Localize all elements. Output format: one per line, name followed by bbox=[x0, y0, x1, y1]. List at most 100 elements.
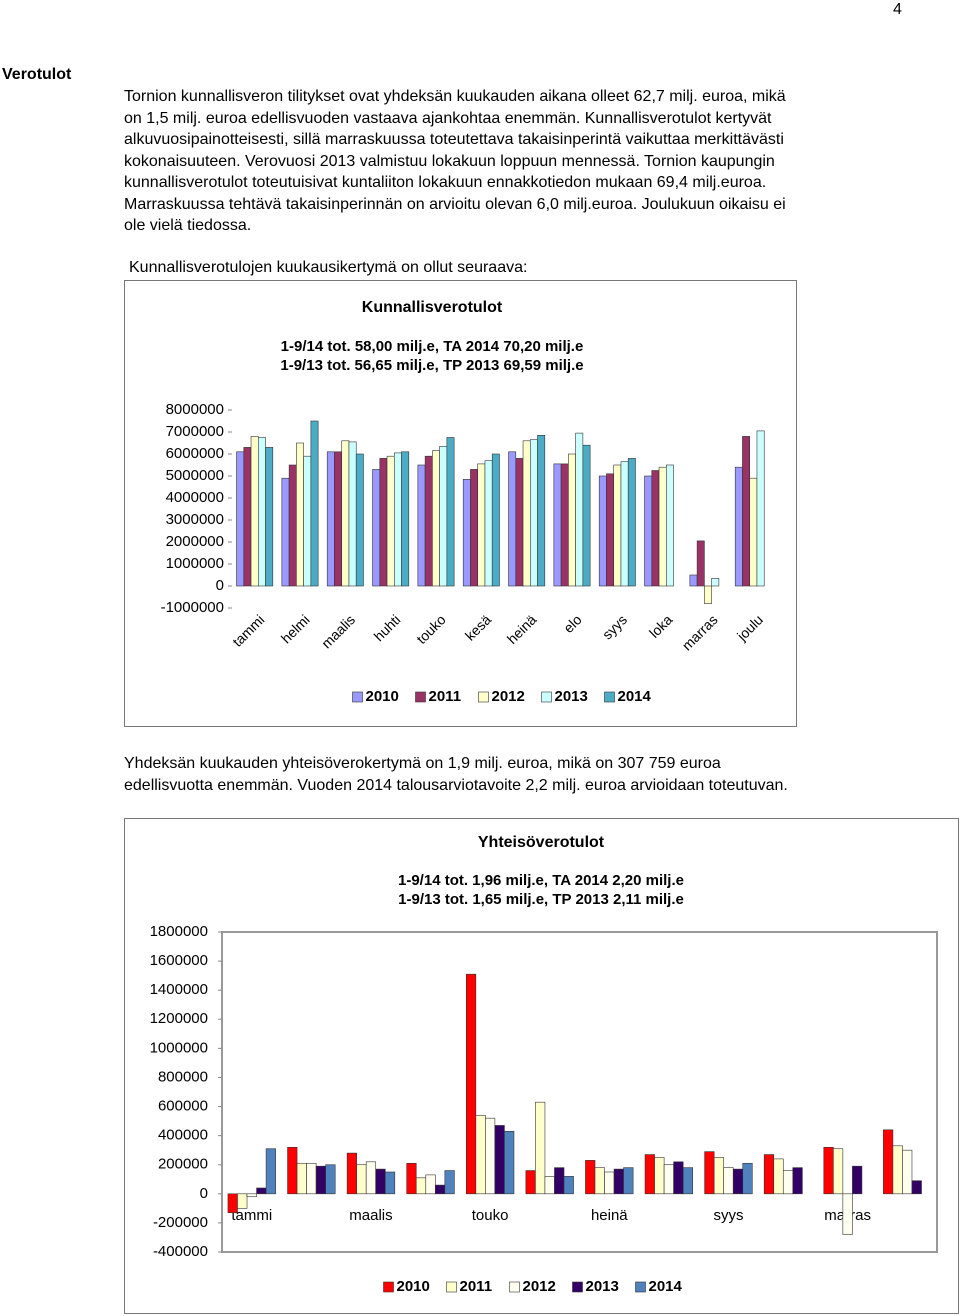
y-tick-label: 400000 bbox=[158, 1127, 208, 1144]
bar bbox=[256, 1187, 267, 1195]
y-tick-label: -400000 bbox=[153, 1243, 208, 1260]
bar bbox=[303, 455, 312, 587]
bar bbox=[424, 455, 433, 587]
bar bbox=[833, 1148, 844, 1195]
bar bbox=[535, 1101, 546, 1195]
chart-subtitle: 1-9/13 tot. 1,65 milj.e, TP 2013 2,11 mi… bbox=[398, 891, 684, 908]
legend-swatch bbox=[383, 1281, 394, 1293]
bar bbox=[604, 1171, 615, 1195]
text-line: kunnallisverotulot toteutuisivat kuntali… bbox=[124, 174, 767, 191]
bar bbox=[406, 1162, 417, 1195]
y-tick-label: 0 bbox=[216, 577, 224, 594]
x-tick-label: heinä bbox=[591, 1207, 628, 1224]
bar bbox=[792, 1167, 803, 1195]
page-number: 4 bbox=[893, 1, 902, 18]
bar bbox=[425, 1174, 436, 1195]
bar bbox=[356, 1164, 367, 1195]
bar bbox=[529, 439, 538, 587]
bar bbox=[401, 451, 410, 587]
bar bbox=[823, 1146, 834, 1195]
bar bbox=[732, 1168, 744, 1195]
bar bbox=[704, 1151, 715, 1195]
bar bbox=[658, 466, 667, 587]
bar bbox=[756, 430, 765, 587]
bar bbox=[346, 1152, 357, 1195]
chart: Yhteisöverotulot 1-9/14 tot. 1,96 milj.e,… bbox=[124, 818, 959, 1314]
legend-label: 2011 bbox=[429, 688, 462, 705]
bar bbox=[782, 1170, 794, 1195]
y-tick-label: -1000000 bbox=[161, 599, 224, 616]
y-tick-label: 0 bbox=[200, 1185, 208, 1202]
bar bbox=[243, 447, 252, 587]
text-line: Tornion kunnallisveron tilitykset ovat y… bbox=[124, 88, 786, 105]
bar bbox=[522, 440, 531, 587]
bar bbox=[594, 1167, 605, 1195]
legend-label: 2014 bbox=[618, 688, 652, 705]
bar bbox=[763, 1154, 775, 1195]
plot-frame bbox=[221, 931, 938, 1253]
bar bbox=[585, 1160, 596, 1195]
bar bbox=[644, 1154, 655, 1195]
x-tick-label: touko bbox=[472, 1207, 509, 1224]
legend-swatch bbox=[509, 1281, 520, 1293]
bar bbox=[477, 463, 486, 587]
bar bbox=[288, 464, 297, 587]
bar bbox=[651, 470, 660, 587]
y-tick-label: 3000000 bbox=[166, 511, 224, 528]
legend-swatch bbox=[635, 1281, 646, 1293]
bar bbox=[553, 463, 562, 587]
bar bbox=[446, 437, 455, 587]
bar bbox=[386, 455, 395, 587]
bar bbox=[537, 435, 546, 587]
bar bbox=[620, 461, 629, 587]
bar bbox=[696, 540, 705, 587]
text-line: ole vielä tiedossa. bbox=[124, 217, 252, 234]
bar bbox=[250, 436, 259, 587]
legend-label: 2013 bbox=[555, 688, 588, 705]
bar bbox=[246, 1193, 257, 1198]
y-tick-label: 1600000 bbox=[150, 952, 208, 969]
bar bbox=[742, 436, 751, 587]
y-tick-label: 1000000 bbox=[150, 1039, 208, 1056]
bar bbox=[326, 451, 335, 587]
bar bbox=[296, 1162, 307, 1195]
chart-subtitle: 1-9/13 tot. 56,65 milj.e, TP 2013 69,59 … bbox=[280, 357, 583, 374]
chart-subtitle: 1-9/14 tot. 1,96 milj.e, TA 2014 2,20 mi… bbox=[398, 872, 684, 889]
legend-label: 2013 bbox=[586, 1278, 619, 1295]
bar bbox=[227, 1193, 238, 1214]
bar bbox=[613, 1168, 624, 1195]
bar bbox=[439, 446, 448, 587]
bar bbox=[852, 1165, 863, 1195]
y-tick-label: 600000 bbox=[158, 1098, 208, 1115]
bar bbox=[306, 1162, 317, 1195]
bar bbox=[654, 1157, 665, 1195]
y-tick-label: 6000000 bbox=[166, 445, 224, 462]
bar bbox=[525, 1170, 536, 1195]
bar bbox=[310, 420, 319, 587]
legend-swatch bbox=[415, 691, 426, 703]
y-tick-label: 1000000 bbox=[166, 555, 224, 572]
bar bbox=[682, 1167, 694, 1195]
y-tick-label: 7000000 bbox=[166, 423, 224, 440]
bar bbox=[296, 442, 304, 587]
bar bbox=[444, 1170, 455, 1195]
bar bbox=[515, 458, 524, 587]
legend-swatch bbox=[446, 1281, 457, 1293]
bar bbox=[432, 450, 440, 587]
bar bbox=[265, 1148, 276, 1195]
legend-label: 2014 bbox=[649, 1278, 683, 1295]
bar bbox=[325, 1164, 336, 1195]
bar bbox=[504, 1130, 515, 1195]
chart-subtitle: 1-9/14 tot. 58,00 milj.e, TA 2014 70,20 … bbox=[281, 338, 584, 355]
text-line: Marraskuussa tehtävä takaisinperinnän on… bbox=[124, 195, 786, 213]
bar bbox=[257, 437, 266, 587]
x-tick-label: tammi bbox=[231, 1207, 272, 1224]
bar bbox=[568, 453, 576, 587]
legend-swatch bbox=[541, 691, 552, 703]
bar bbox=[544, 1176, 555, 1195]
bar bbox=[417, 464, 426, 587]
bar bbox=[582, 444, 591, 587]
bar bbox=[462, 479, 471, 587]
caption: Kunnallisverotulojen kuukausikertymä on … bbox=[129, 259, 528, 276]
x-tick-label: maalis bbox=[349, 1207, 392, 1224]
